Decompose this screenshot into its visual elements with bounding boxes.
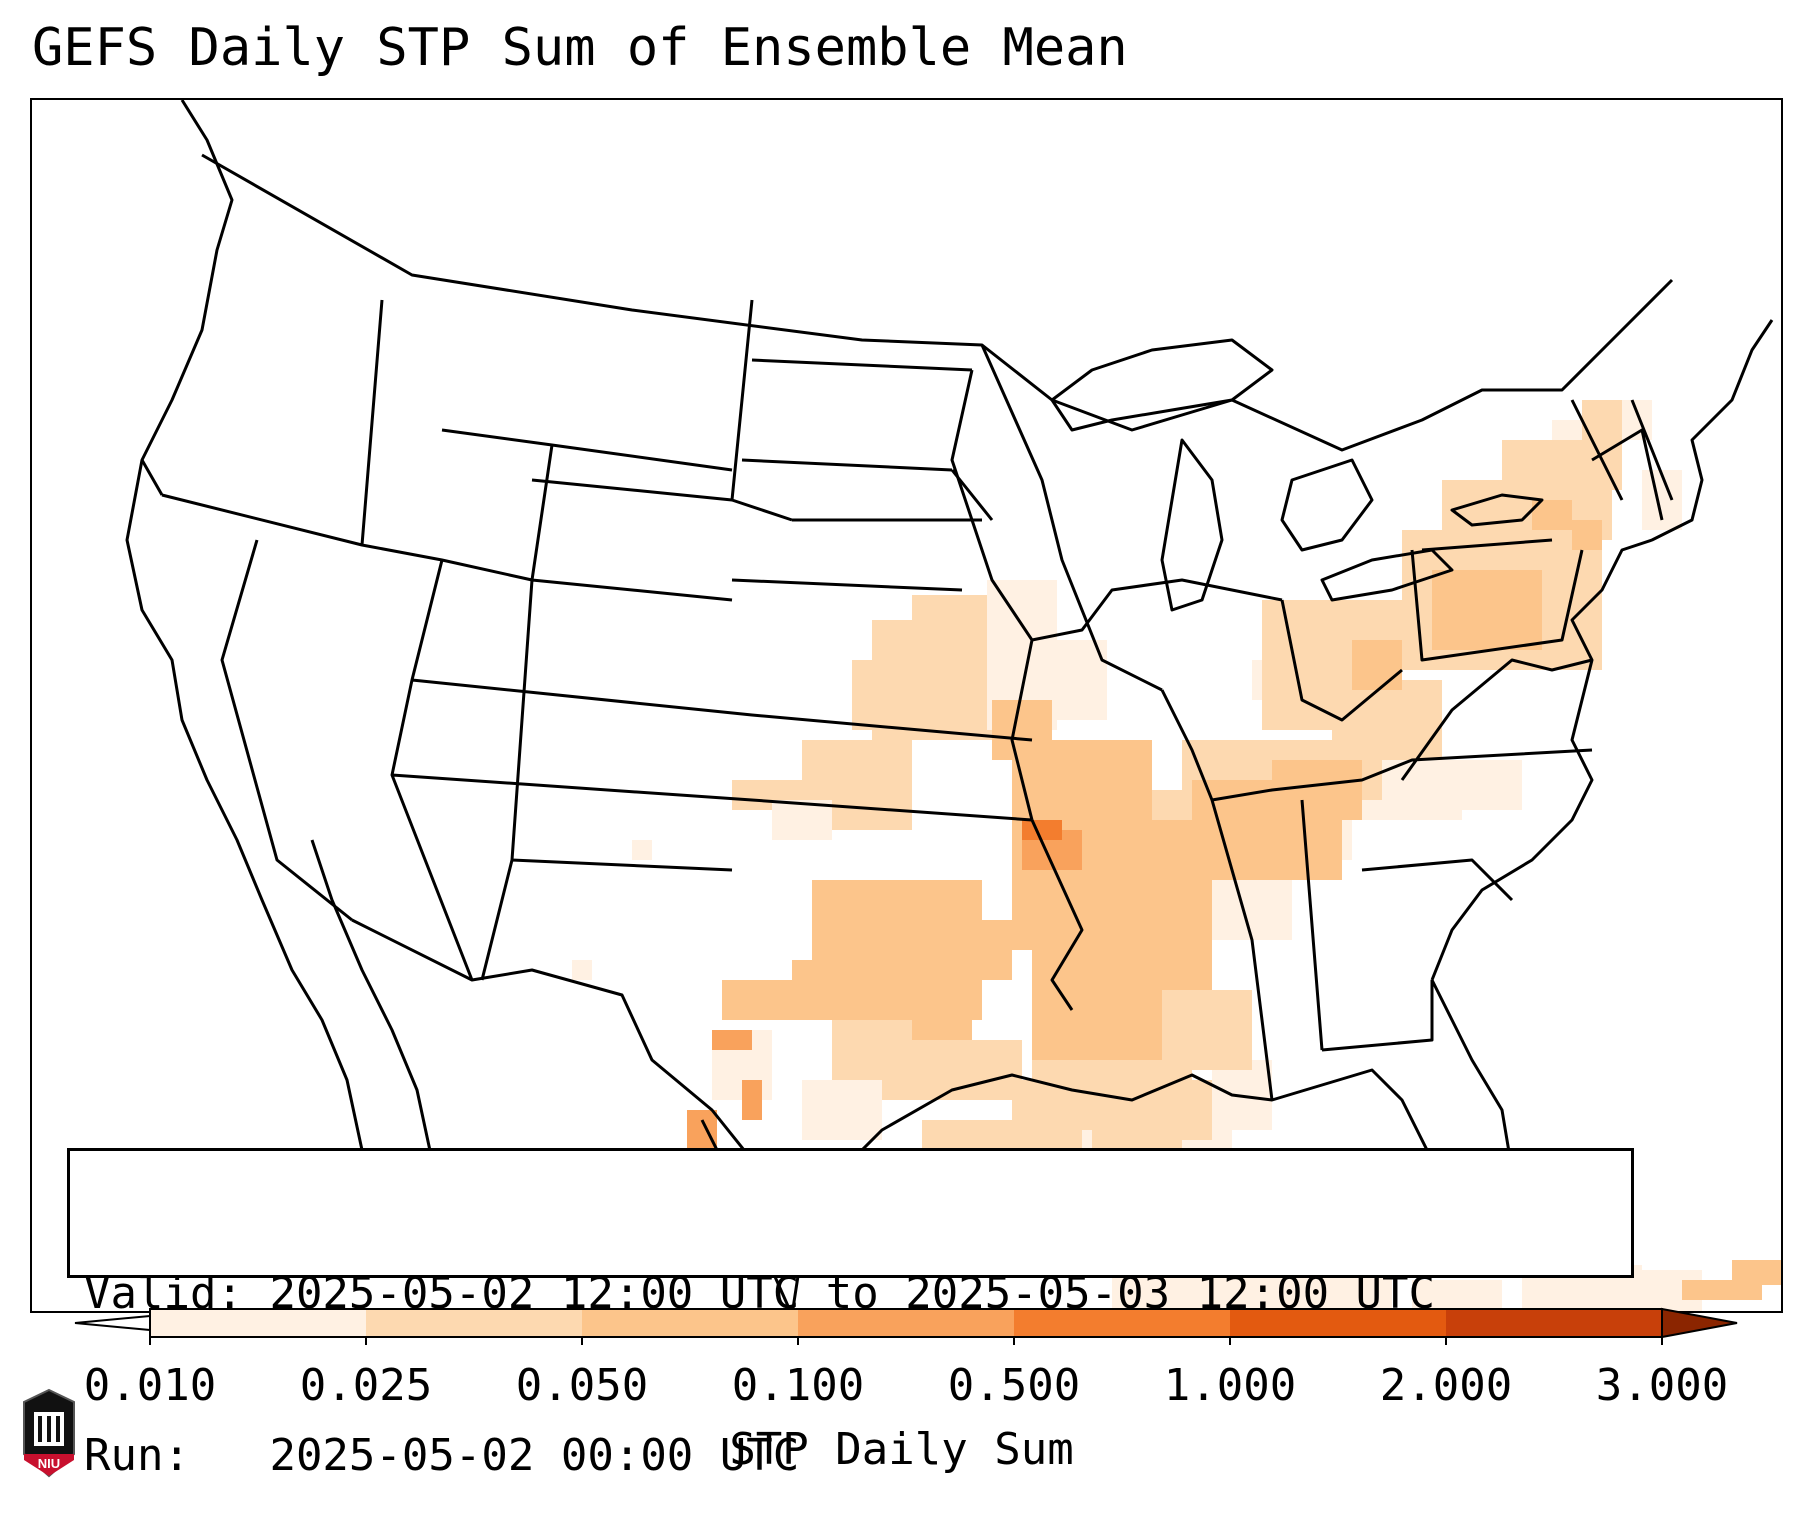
run-value: 2025-05-02 00:00 UTC	[269, 1430, 800, 1481]
baja-coastline	[310, 839, 434, 1161]
colorbar-segment	[1230, 1309, 1447, 1337]
colorbar-tick-label: 0.050	[515, 1360, 649, 1411]
colorbar-tick-label: 1.000	[1163, 1360, 1297, 1411]
colorbar-tick-label: 0.100	[731, 1360, 865, 1411]
colorbar-tick-label: 0.010	[83, 1360, 217, 1411]
colorbar-segment	[1446, 1309, 1663, 1337]
west-state-lines	[140, 299, 1034, 981]
atlantic-coastline	[1430, 319, 1774, 981]
colorbar-tick-label: 0.500	[947, 1360, 1081, 1411]
colorbar-segment	[798, 1309, 1015, 1337]
pacific-coastline	[125, 100, 364, 1151]
map-canvas	[125, 100, 1781, 1311]
stp-region-texas-light	[832, 1020, 1052, 1120]
colorbar-ticks	[149, 1337, 1663, 1345]
run-label: Run:	[84, 1430, 190, 1481]
stp-region-pennsylvania-core	[1352, 500, 1602, 690]
colorbar-outline	[149, 1308, 1663, 1338]
great-lakes-michigan	[1160, 438, 1224, 612]
stp-region-arkansas-max	[1022, 820, 1062, 840]
colorbar-segment	[1014, 1309, 1231, 1337]
niu-logo-text: NIU	[38, 1456, 60, 1471]
central-state-lines	[950, 344, 1674, 1101]
stp-region-oklahoma-texas	[722, 880, 1012, 1050]
map-title: GEFS Daily STP Sum of Ensemble Mean	[32, 18, 1128, 78]
stp-region-west-texas	[687, 1030, 762, 1150]
niu-logo: NIU	[23, 1388, 75, 1478]
colorbar-extend-min	[74, 1314, 151, 1332]
map-panel	[30, 98, 1783, 1313]
great-lakes-erie	[1320, 548, 1454, 602]
colorbar-tick-label: 0.025	[299, 1360, 433, 1411]
stp-region-kansas-missouri	[732, 595, 1012, 830]
colorbar-segment	[366, 1309, 583, 1337]
colorbar-extend-max	[1661, 1307, 1738, 1339]
gulf-coastline	[791, 979, 1514, 1311]
great-lakes-huron	[1280, 458, 1374, 552]
great-lakes-superior	[1050, 338, 1274, 432]
run-row: Run: 2025-05-02 00:00 UTC	[84, 1429, 1617, 1483]
colorbar-tick-label: 2.000	[1379, 1360, 1513, 1411]
stp-region-caribbean	[1682, 1260, 1781, 1300]
colorbar	[74, 1307, 1738, 1345]
valid-run-box: Valid: 2025-05-02 12:00 UTC to 2025-05-0…	[67, 1148, 1634, 1481]
colorbar-tick-label: 3.000	[1595, 1360, 1729, 1411]
colorbar-label: STP Daily Sum	[729, 1424, 1074, 1475]
canada-us-border	[201, 153, 1674, 452]
colorbar-segment	[582, 1309, 799, 1337]
colorbar-segments	[150, 1309, 1663, 1337]
great-lakes-ontario	[1450, 493, 1544, 527]
colorbar-segment	[150, 1309, 367, 1337]
